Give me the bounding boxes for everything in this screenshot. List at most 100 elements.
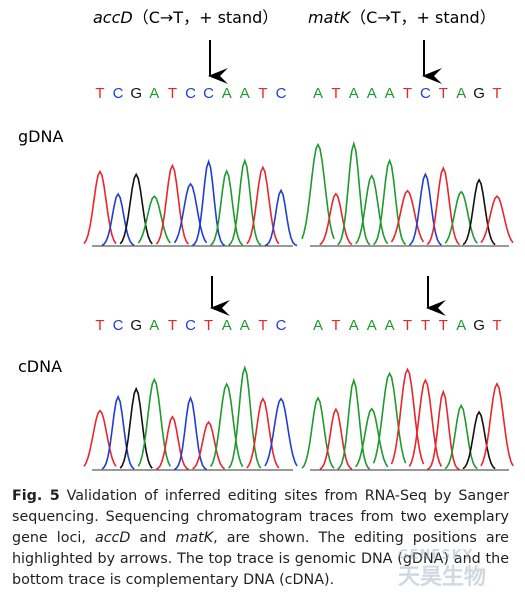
gene-name: matK: [308, 8, 352, 27]
caption: Fig. 5 Validation of inferred editing si…: [12, 486, 509, 591]
trace-peak: [228, 158, 262, 246]
base-letter: T: [204, 317, 213, 334]
trace-peak: [390, 189, 425, 243]
base-letter: T: [439, 85, 448, 102]
trace-peak: [426, 166, 460, 246]
trace-peak: [173, 182, 208, 244]
base-letter: T: [258, 317, 267, 334]
trace-peak: [137, 195, 171, 244]
trace-peak: [462, 410, 496, 470]
edit-note: （C→T，+ stand）: [133, 8, 279, 27]
trace-peak: [210, 169, 244, 246]
caption-label: Fig. 5: [12, 488, 60, 504]
trace-peak: [155, 163, 190, 245]
trace-peak: [119, 172, 153, 245]
base-letter: A: [349, 85, 359, 102]
trace-peak: [83, 409, 117, 467]
base-letter: C: [420, 85, 431, 102]
base-letter: C: [113, 85, 124, 102]
trace-peak: [137, 377, 172, 467]
trace-peak: [119, 386, 153, 469]
trace-peak: [372, 371, 407, 464]
base-letter: T: [403, 85, 412, 102]
base-letter: C: [276, 85, 287, 102]
trace-peak: [264, 188, 298, 247]
trace-peak: [101, 394, 135, 470]
base-letter: A: [385, 85, 395, 102]
trace-peak: [337, 140, 371, 246]
base-letter: T: [95, 317, 104, 334]
base-letter: T: [258, 85, 267, 102]
base-letter: A: [222, 317, 232, 334]
base-letter: C: [276, 317, 287, 334]
base-letter: T: [492, 317, 501, 334]
caption-text: , are shown. The editing positions are h…: [12, 530, 509, 588]
trace-peak: [192, 420, 226, 470]
base-letter: T: [95, 85, 104, 102]
base-letter: T: [421, 317, 430, 334]
watermark: GENESKY 天昊生物: [398, 548, 486, 591]
trace-peak: [390, 367, 425, 465]
gene-name: accD: [93, 8, 133, 27]
trace-peak: [355, 407, 389, 468]
base-letter: A: [240, 85, 250, 102]
panel-heading: accD（C→T，+ stand）: [93, 8, 278, 27]
trace-peak: [337, 377, 371, 470]
trace-peak: [101, 192, 135, 246]
base-letter: A: [456, 317, 466, 334]
trace-peak: [444, 403, 478, 470]
caption-text: and: [130, 530, 176, 546]
base-letter: G: [130, 85, 142, 102]
edit-note: （C→T，+ stand）: [350, 8, 496, 27]
base-letter: A: [349, 317, 359, 334]
base-letter: A: [222, 85, 232, 102]
base-letter: C: [113, 317, 124, 334]
caption-text: Validation of inferred editing sites fro…: [12, 488, 509, 546]
trace-peak: [264, 397, 298, 467]
base-letter: G: [473, 85, 485, 102]
trace-peak: [301, 142, 335, 240]
trace-peak: [480, 381, 514, 467]
base-letter: T: [492, 85, 501, 102]
trace-peak: [426, 389, 460, 471]
base-letter: T: [331, 317, 340, 334]
trace-peak: [444, 190, 478, 244]
base-letter: A: [385, 317, 395, 334]
base-letter: A: [367, 85, 377, 102]
watermark-brand: GENESKY: [398, 548, 474, 563]
base-letter: T: [403, 317, 412, 334]
caption-text: accD: [94, 530, 131, 546]
base-letter: A: [367, 317, 377, 334]
trace-peak: [228, 365, 262, 469]
base-letter: C: [203, 85, 214, 102]
trace-peak: [155, 415, 189, 470]
base-letter: C: [185, 317, 196, 334]
base-letter: C: [185, 85, 196, 102]
trace-peak: [174, 395, 207, 471]
base-letter: T: [168, 317, 177, 334]
trace-peak: [319, 192, 353, 246]
trace-peak: [301, 396, 335, 469]
panel-heading: matK（C→T，+ stand）: [308, 8, 496, 27]
trace-peak: [192, 159, 226, 246]
trace-peak: [319, 407, 353, 470]
caption-text: matK: [175, 530, 214, 546]
trace-peak: [408, 172, 442, 246]
trace-peak: [355, 174, 389, 245]
trace-label: cDNA: [18, 357, 62, 376]
trace-peak: [83, 169, 117, 245]
base-letter: A: [149, 317, 159, 334]
base-letter: A: [240, 317, 250, 334]
base-letter: A: [313, 85, 323, 102]
trace-peak: [209, 382, 244, 467]
base-letter: A: [456, 85, 466, 102]
base-letter: G: [130, 317, 142, 334]
base-letter: A: [313, 317, 323, 334]
trace-peak: [373, 158, 407, 246]
trace-peak: [462, 178, 496, 246]
trace-peak: [246, 396, 280, 469]
base-letter: T: [331, 85, 340, 102]
trace-label: gDNA: [18, 127, 63, 146]
